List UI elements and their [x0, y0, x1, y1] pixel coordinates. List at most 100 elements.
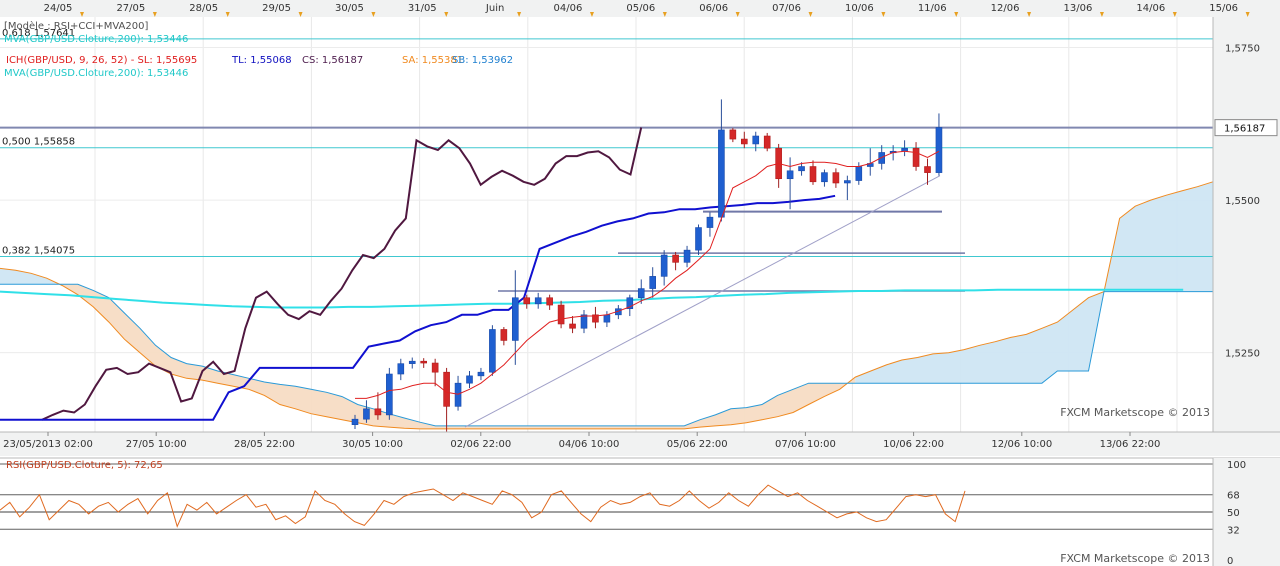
trend-line	[464, 175, 941, 428]
time-tick-label: 02/06 22:00	[450, 439, 511, 450]
date-label: 13/06	[1064, 3, 1093, 14]
price-tick-label: 1,5750	[1225, 44, 1260, 55]
date-label: 31/05	[408, 3, 437, 14]
current-price-label: 1,56187	[1224, 124, 1265, 135]
legend: [Modèle : RSI+CCI+MVA200] MVA(GBP/USD.Clo…	[4, 20, 513, 79]
time-tick-label: 30/05 10:00	[342, 439, 403, 450]
ichimoku-legend-entry: TL: 1,55068	[231, 55, 292, 66]
candle-body	[534, 297, 542, 305]
candle-body	[718, 129, 725, 218]
date-label: 04/06	[554, 3, 583, 14]
time-tick-label: 23/05/2013 02:00	[3, 439, 93, 450]
time-tick-label: 07/06 10:00	[775, 439, 836, 450]
kijun-sen-line	[0, 194, 836, 421]
legend-entry: [Modèle : RSI+CCI+MVA200]	[4, 20, 148, 32]
candle-body	[752, 135, 760, 145]
candle-body	[878, 152, 886, 164]
candle-body	[489, 329, 496, 373]
date-marker-icon	[225, 12, 230, 17]
fibonacci-level-label: 0,618 1,57641	[2, 28, 75, 39]
candle-body	[706, 216, 714, 228]
candle-body	[500, 329, 508, 341]
candle-body	[672, 254, 679, 263]
date-marker-icon	[735, 12, 740, 17]
candle-body	[832, 172, 840, 184]
rsi-tick-label: 50	[1227, 508, 1240, 519]
fibonacci-level-label: 0,500 1,55858	[2, 137, 75, 148]
candle-body	[454, 382, 462, 407]
date-marker-icon	[80, 12, 84, 17]
candle-body	[798, 166, 805, 172]
current-price-tag	[1214, 119, 1278, 137]
candle-body	[637, 288, 645, 299]
candle-body	[626, 297, 634, 310]
senkou-span-b-line	[0, 283, 1276, 427]
candle-body	[935, 127, 943, 173]
candle-body	[511, 297, 519, 341]
ichimoku-legend-entry: SA: 1,55381	[402, 55, 463, 66]
date-label: 05/06	[626, 3, 655, 14]
ichimoku-legend-entry: SB: 1,53962	[452, 55, 513, 66]
price-axis: 1,5750 1,5500 1,5250 1,56187	[1212, 17, 1280, 432]
date-marker-icon	[1099, 12, 1104, 17]
candle-body	[477, 371, 485, 377]
senkou-span-a-line	[0, 176, 1276, 430]
candle-body	[351, 418, 359, 425]
candle-body	[546, 297, 553, 306]
candle-body	[580, 314, 588, 329]
date-marker-icon	[1172, 12, 1177, 17]
date-label: 29/05	[262, 3, 291, 14]
rsi-axis-background	[1213, 458, 1280, 566]
time-tick-label: 13/06 22:00	[1100, 439, 1161, 450]
candle-body	[844, 180, 851, 184]
date-marker-icon	[662, 12, 667, 17]
rsi-axis: 100 68 50 32 0	[1212, 458, 1280, 566]
date-label: 30/05	[335, 3, 364, 14]
candle-body	[912, 147, 920, 167]
candle-body	[740, 138, 748, 145]
candle-body	[569, 323, 576, 329]
chikou-span-line	[41, 127, 643, 421]
date-marker-icon	[1027, 12, 1032, 17]
rsi-tick-label: 32	[1227, 525, 1240, 536]
date-label: 14/06	[1136, 3, 1165, 14]
date-label: 06/06	[699, 3, 728, 14]
candle-body	[397, 363, 405, 375]
legend-entry: MVA(GBP/USD.Cloture,200): 1,53446	[4, 34, 188, 45]
time-tick-label: 28/05 22:00	[234, 439, 295, 450]
date-strip-background	[0, 0, 1280, 17]
ichimoku-cloud-bullish	[855, 176, 1276, 384]
candle-body	[821, 172, 828, 183]
time-tick-label: 10/06 22:00	[883, 439, 944, 450]
time-tick-label: 04/06 10:00	[559, 439, 620, 450]
candle-body	[855, 166, 863, 181]
candle-body	[420, 360, 428, 364]
date-label: 11/06	[918, 3, 947, 14]
ichimoku-cloud-bearish	[62, 284, 856, 429]
tenkan-sen-line	[355, 150, 940, 399]
candle-body	[386, 373, 393, 416]
date-marker-icon	[1245, 12, 1250, 17]
rsi-title: RSI(GBP/USD.Cloture, 5): 72,65	[6, 460, 163, 471]
candle-body	[431, 362, 439, 373]
price-axis-background	[1213, 17, 1280, 432]
watermark-text: FXCM Marketscope © 2013	[1060, 406, 1210, 419]
time-tick-label: 12/06 10:00	[991, 439, 1052, 450]
ichimoku-legend-entry: CS: 1,56187	[302, 55, 363, 66]
candle-body	[763, 135, 771, 149]
rsi-tick-label: 100	[1227, 460, 1246, 471]
candle-body	[649, 276, 657, 289]
date-label: 28/05	[189, 3, 218, 14]
date-scale-strip: 24/05 27/05 28/05 29/05 30/05 31/05 Juin 04/06 0…	[0, 0, 1280, 17]
candle-body	[443, 371, 450, 407]
rsi-plot-area	[0, 458, 1213, 562]
rsi-panel: RSI(GBP/USD.Cloture, 5): 72,65 FXCM Marke…	[0, 457, 1280, 565]
date-label: Juin	[485, 3, 504, 14]
mva200-line	[0, 288, 1184, 309]
candle-body	[592, 314, 599, 323]
date-label: 10/06	[845, 3, 874, 14]
date-marker-icon	[152, 12, 157, 17]
candle-body	[523, 297, 531, 305]
candle-body	[466, 375, 473, 384]
watermark-text: FXCM Marketscope © 2013	[1060, 552, 1210, 565]
